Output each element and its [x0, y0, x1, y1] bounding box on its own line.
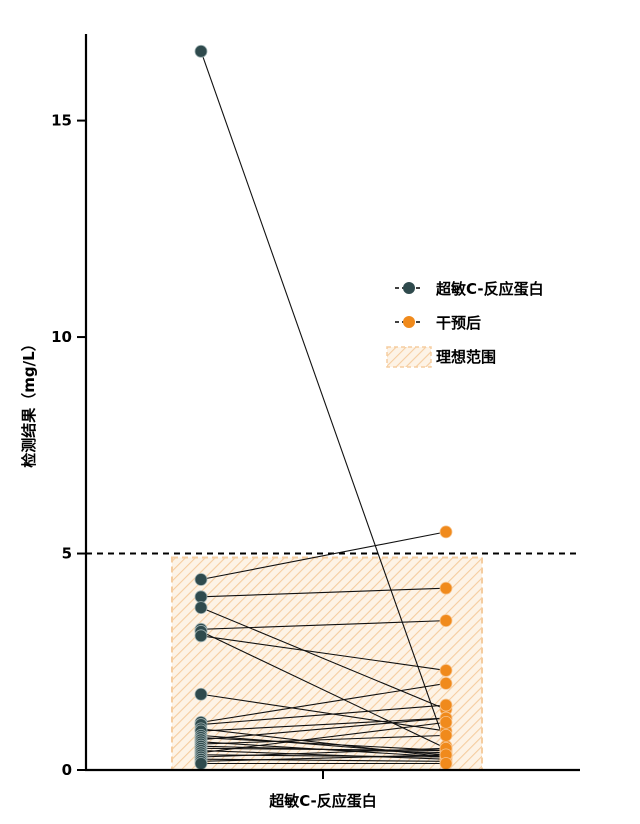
pair-lines [200, 51, 447, 765]
after-point [439, 614, 453, 628]
after-point [439, 525, 453, 539]
pair-line [200, 635, 447, 671]
before-point [194, 590, 208, 604]
pair-line [200, 749, 447, 760]
pair-line [200, 693, 447, 732]
pair-line [200, 717, 447, 732]
after-point [439, 677, 453, 690]
legend-before-marker [403, 282, 415, 294]
before-point [194, 687, 208, 701]
pair-line [200, 736, 447, 752]
after-point [439, 664, 453, 677]
y-ticks: 0 5 10 15 [51, 112, 86, 779]
y-axis-title: 检测结果（mg/L） [20, 336, 38, 467]
legend-after-label: 干预后 [436, 314, 481, 332]
after-point [439, 581, 453, 595]
x-axis-title: 超敏C-反应蛋白 [268, 792, 377, 810]
legend-before-label: 超敏C-反应蛋白 [435, 280, 544, 298]
y-tick-label: 0 [62, 761, 72, 779]
pair-line [200, 51, 447, 747]
pair-line [200, 630, 447, 749]
pair-line [200, 531, 447, 581]
before-point [194, 573, 208, 586]
after-points [439, 525, 453, 770]
after-point [439, 715, 453, 729]
after-point [439, 728, 453, 742]
pair-line [200, 758, 447, 762]
before-point [194, 629, 208, 643]
legend-item-ideal-range: 理想范围 [386, 346, 496, 368]
before-point [194, 757, 208, 770]
ideal-range-area [171, 556, 483, 771]
legend-ideal-label: 理想范围 [436, 348, 496, 366]
pair-line [200, 704, 447, 726]
legend-item-after: 干预后 [395, 314, 481, 332]
pair-line [200, 721, 447, 754]
pair-line [200, 717, 447, 741]
pair-line [200, 728, 447, 758]
legend-ideal-swatch [386, 346, 432, 368]
y-tick-label: 15 [51, 112, 72, 130]
y-tick-label: 5 [62, 545, 72, 563]
after-point [439, 698, 453, 712]
after-point [439, 757, 453, 770]
pair-line [200, 620, 447, 630]
before-points [194, 44, 208, 770]
before-point [194, 601, 208, 615]
pair-line [200, 682, 447, 723]
legend: 超敏C-反应蛋白 干预后 理想范围 [386, 280, 544, 368]
pair-line [200, 747, 447, 758]
legend-item-before: 超敏C-反应蛋白 [395, 280, 544, 298]
legend-after-marker [403, 316, 415, 328]
before-point [194, 44, 208, 58]
y-tick-label: 10 [51, 328, 72, 346]
pair-line [200, 734, 447, 745]
pair-line [200, 607, 447, 710]
pair-line [200, 587, 447, 598]
pair-line [200, 754, 447, 762]
